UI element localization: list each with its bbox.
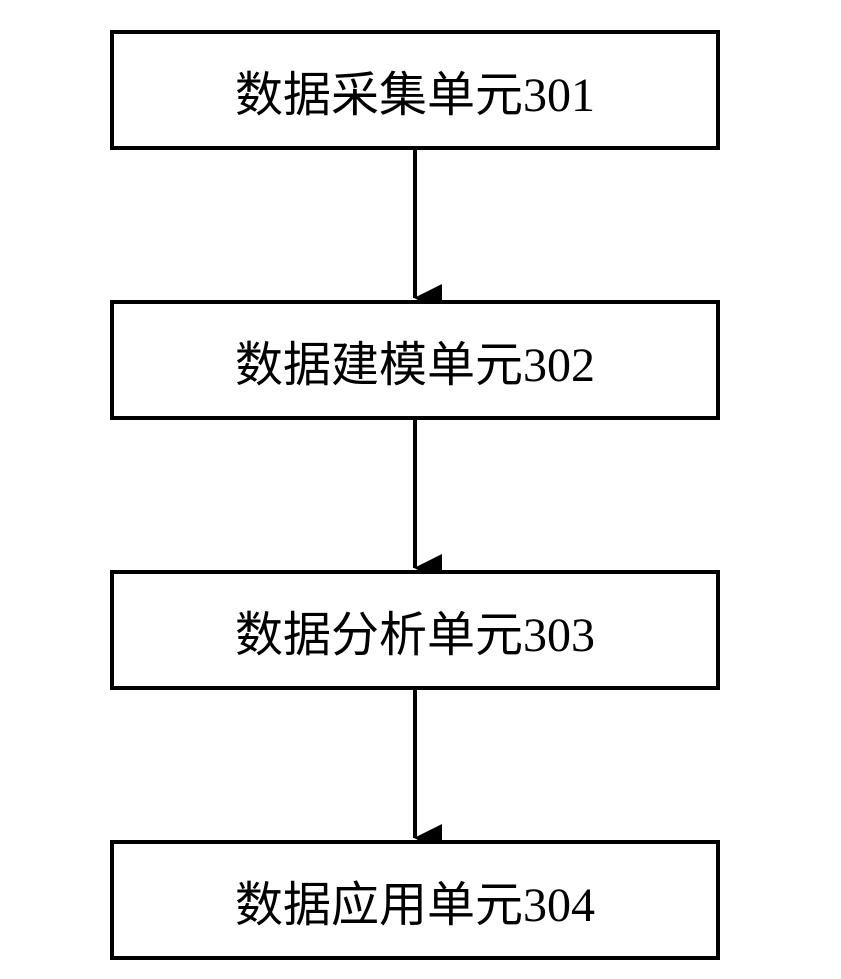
- flowchart-node-label: 数据分析单元303: [235, 595, 595, 665]
- flowchart-node-label: 数据应用单元304: [235, 865, 595, 935]
- flowchart-node-n301: 数据采集单元301: [110, 30, 720, 150]
- flowchart-node-n302: 数据建模单元302: [110, 300, 720, 420]
- flowchart-node-label: 数据建模单元302: [235, 325, 595, 395]
- flowchart-canvas: 数据采集单元301 数据建模单元302 数据分析单元303 数据应用单元304: [0, 0, 841, 979]
- flowchart-node-n303: 数据分析单元303: [110, 570, 720, 690]
- flowchart-node-label: 数据采集单元301: [235, 55, 595, 125]
- flowchart-node-n304: 数据应用单元304: [110, 840, 720, 960]
